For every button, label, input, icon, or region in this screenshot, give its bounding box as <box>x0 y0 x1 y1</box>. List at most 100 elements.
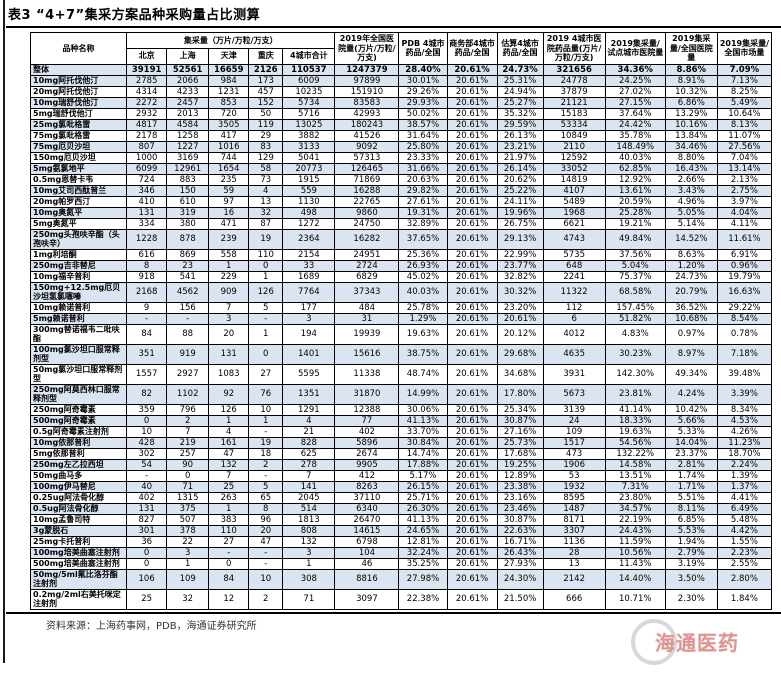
value-cell: 33 <box>282 259 336 272</box>
value-cell: 1.39% <box>716 469 773 482</box>
variety-name-cell: 5mg氨氯地平 <box>29 162 128 175</box>
value-cell: 142.30% <box>604 363 666 385</box>
value-cell: 8816 <box>334 568 400 590</box>
variety-name-cell: 5mg依那普利 <box>29 447 128 460</box>
value-cell: 2110 <box>542 140 606 153</box>
value-cell: 10 <box>248 568 284 590</box>
value-cell: 13.29% <box>664 107 718 120</box>
source-note: 资料来源：上海药事网，PDB，海通证券研究所 <box>46 620 257 632</box>
value-cell: 0.97% <box>664 323 718 345</box>
value-cell: 4.53% <box>716 414 773 427</box>
value-cell: 6.91% <box>716 248 773 261</box>
value-cell: 20773 <box>282 162 336 175</box>
value-cell: 229 <box>208 270 250 283</box>
header-city-total: 4城市合计 <box>282 47 336 65</box>
value-cell: 1968 <box>542 206 606 219</box>
value-cell: 14819 <box>542 173 606 186</box>
value-cell: 20 <box>248 524 284 537</box>
value-cell: 71869 <box>334 173 400 186</box>
value-cell: 828 <box>282 436 336 449</box>
value-cell: 20 <box>208 323 250 345</box>
value-cell: 2.23% <box>716 546 773 559</box>
variety-name-cell: 20mg阿托伐他汀 <box>29 85 128 98</box>
header-city-hospital-2019: 2019 4城市医院药品量(万片/万粒/万支) <box>542 32 606 65</box>
value-cell: 20.61% <box>446 524 498 537</box>
value-cell: 3.19% <box>664 557 718 570</box>
value-cell: 5.33% <box>664 425 718 438</box>
value-cell: 4.42% <box>716 524 773 537</box>
value-cell: 0 <box>166 469 210 482</box>
value-cell: 5.05% <box>664 206 718 219</box>
value-cell: 20.61% <box>446 301 498 314</box>
value-cell: 62.85% <box>604 162 666 175</box>
value-cell: 5673 <box>542 383 606 405</box>
value-cell: 5734 <box>282 96 336 109</box>
value-cell: 7764 <box>282 281 336 303</box>
value-cell: 3 <box>282 546 336 559</box>
value-cell: 25.27% <box>496 96 544 109</box>
value-cell: 22765 <box>334 195 400 208</box>
variety-name-cell: 10mg艾司西酞普兰 <box>29 184 128 197</box>
value-cell: 4233 <box>166 85 210 98</box>
value-cell: 88 <box>166 323 210 345</box>
value-cell: 4562 <box>166 281 210 303</box>
value-cell: 20.61% <box>446 363 498 385</box>
value-cell: 6798 <box>334 535 400 548</box>
value-cell: 5489 <box>542 195 606 208</box>
value-cell: 20.61% <box>446 184 498 197</box>
table-row: 75mg氯吡格雷 2178 1258 417 29 3882 41526 31.64% 20.6… <box>29 129 773 142</box>
table-row: 10mg赖诺普利 9 156 7 5 177 484 25.78% 20.61% 23.20% 11… <box>29 301 773 314</box>
value-cell: 20.61% <box>446 502 498 515</box>
value-cell: 2.79% <box>664 546 718 559</box>
value-cell: 24951 <box>334 248 400 261</box>
value-cell: 90 <box>166 458 210 471</box>
value-cell: 8 <box>248 502 284 515</box>
value-cell: 724 <box>126 173 168 186</box>
value-cell: 3505 <box>208 118 250 131</box>
value-cell: 1291 <box>282 403 336 416</box>
value-cell: 507 <box>166 513 210 526</box>
value-cell: - <box>126 469 168 482</box>
value-cell: 20.61% <box>446 323 498 345</box>
value-cell: 45.02% <box>398 270 448 283</box>
value-cell: 129 <box>248 151 284 164</box>
value-cell: 1557 <box>126 363 168 385</box>
value-cell: 20.61% <box>446 248 498 261</box>
value-cell: 1 <box>208 414 250 427</box>
value-cell: 18.33% <box>604 414 666 427</box>
value-cell: 19.96% <box>496 206 544 219</box>
value-cell: 30.01% <box>398 74 448 87</box>
value-cell: 720 <box>208 107 250 120</box>
value-cell: 5595 <box>282 363 336 385</box>
value-cell: 21121 <box>542 96 606 109</box>
value-cell: 31.64% <box>398 129 448 142</box>
value-cell: 3 <box>166 546 210 559</box>
value-cell: 37343 <box>334 281 400 303</box>
value-cell: 9905 <box>334 458 400 471</box>
value-cell: 131 <box>126 206 168 219</box>
value-cell: 26.15% <box>398 480 448 493</box>
value-cell: 16.43% <box>664 162 718 175</box>
value-cell: 918 <box>126 270 168 283</box>
value-cell: 1228 <box>126 228 168 250</box>
value-cell: 26.93% <box>398 259 448 272</box>
value-cell: 31.66% <box>398 162 448 175</box>
value-cell: 20.61% <box>446 217 498 230</box>
value-cell: 417 <box>208 129 250 142</box>
value-cell: 25.28% <box>604 206 666 219</box>
value-cell: 26470 <box>334 513 400 526</box>
variety-name-cell: 0.5mg恩替卡韦 <box>29 173 128 186</box>
value-cell: 25.31% <box>496 74 544 87</box>
value-cell: 18 <box>248 447 284 460</box>
value-cell: 76 <box>248 383 284 405</box>
value-cell: 71 <box>166 480 210 493</box>
value-cell: 21 <box>282 425 336 438</box>
value-cell: 24.25% <box>604 74 666 87</box>
value-cell: 625 <box>282 447 336 460</box>
value-cell: 412 <box>334 469 400 482</box>
value-cell: 7 <box>208 469 250 482</box>
value-cell: 19 <box>248 228 284 250</box>
value-cell: 110537 <box>282 63 336 76</box>
value-cell: 83583 <box>334 96 400 109</box>
value-cell: 34.57% <box>604 502 666 515</box>
